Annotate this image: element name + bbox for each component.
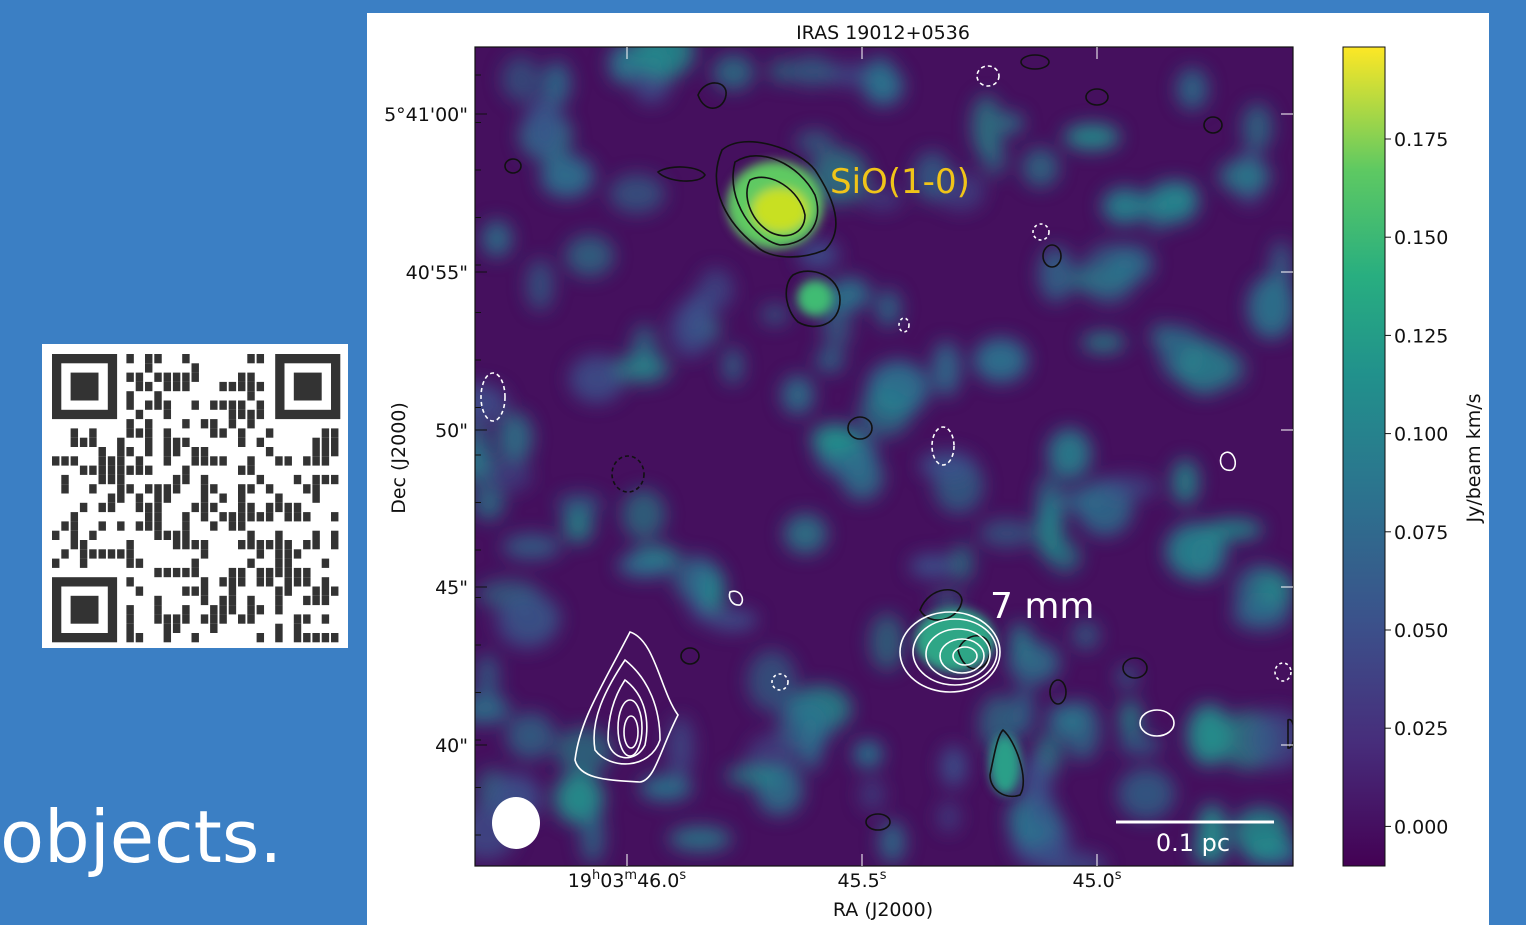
x-tick-label: 45.0s <box>1072 868 1121 892</box>
colorbar-label: Jy/beam km/s <box>1463 393 1485 523</box>
x-tick-part: 03 <box>600 870 624 892</box>
colorbar-tick-label: 0.100 <box>1394 424 1448 446</box>
x-tick-part: 46.0 <box>637 870 679 892</box>
y-tick-label: 50" <box>435 420 468 442</box>
colorbar <box>1343 47 1385 866</box>
x-tick-part: s <box>880 868 887 883</box>
x-tick-part: s <box>1115 868 1122 883</box>
y-tick-label: 40" <box>435 735 468 757</box>
y-tick-label: 5°41'00" <box>384 104 468 126</box>
colorbar-tick-label: 0.175 <box>1394 129 1448 151</box>
colorbar-tick-label: 0.125 <box>1394 325 1448 347</box>
colorbar-tick-label: 0.150 <box>1394 227 1448 249</box>
line-label: SiO(1-0) <box>830 162 970 202</box>
colorbar-tick-label: 0.050 <box>1394 620 1448 642</box>
page: objects. IRAS 19012+0536 <box>0 0 1526 925</box>
scale-bar-label: 0.1 pc <box>1156 829 1230 857</box>
x-tick-part: s <box>679 868 686 883</box>
x-tick-part: m <box>624 868 637 883</box>
continuum-label: 7 mm <box>990 586 1094 627</box>
y-axis-label: Dec (J2000) <box>388 402 410 514</box>
slide-text: objects. <box>0 795 282 879</box>
x-tick-part: 45.5 <box>837 870 879 892</box>
map <box>448 24 1306 880</box>
x-axis-label: RA (J2000) <box>833 899 933 921</box>
x-tick-label: 45.5s <box>837 868 886 892</box>
x-tick-part: h <box>592 868 600 883</box>
y-tick-label: 45" <box>435 577 468 599</box>
slide: objects. IRAS 19012+0536 <box>0 0 1526 925</box>
colorbar-tick-label: 0.000 <box>1394 816 1448 838</box>
y-tick-label: 40'55" <box>406 262 468 284</box>
colorbar-tick-label: 0.025 <box>1394 718 1448 740</box>
x-tick-part: 45.0 <box>1072 870 1114 892</box>
figure-title: IRAS 19012+0536 <box>796 22 970 44</box>
x-tick-part: 19 <box>568 870 592 892</box>
colorbar-tick-label: 0.075 <box>1394 522 1448 544</box>
